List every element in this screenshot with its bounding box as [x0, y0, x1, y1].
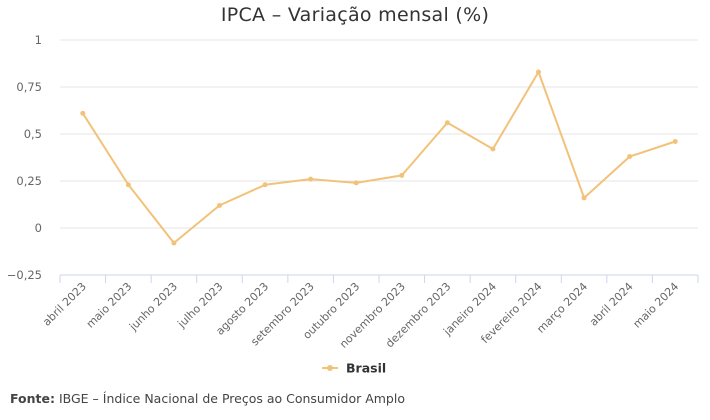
data-point	[308, 176, 314, 182]
series-line-brasil	[81, 71, 677, 244]
x-tick-label: junho 2023	[126, 280, 180, 334]
data-point	[444, 120, 450, 126]
source-text: IBGE – Índice Nacional de Preços ao Cons…	[54, 391, 405, 406]
data-point	[80, 110, 86, 116]
legend-label: Brasil	[346, 361, 386, 376]
x-tick-label: abril 2024	[587, 280, 636, 329]
y-tick-label: 1	[35, 33, 42, 47]
y-tick-label: 0,25	[16, 174, 42, 188]
data-point	[125, 182, 131, 188]
data-point	[262, 182, 268, 188]
y-tick-label: 0	[35, 221, 42, 235]
data-point	[536, 69, 541, 75]
legend-marker	[327, 365, 333, 371]
data-point	[353, 180, 359, 186]
data-point	[171, 240, 177, 246]
source-label: Fonte:	[10, 391, 55, 406]
source-note: Fonte: IBGE – Índice Nacional de Preços …	[10, 391, 405, 406]
x-tick-label: abril 2023	[40, 280, 89, 329]
y-tick-label: 0,75	[16, 80, 42, 94]
y-tick-label: −0,25	[7, 268, 42, 282]
x-tick-label: maio 2024	[631, 280, 682, 331]
data-point	[217, 202, 222, 208]
data-point	[399, 172, 405, 178]
data-point	[627, 154, 633, 160]
data-point	[490, 146, 496, 152]
data-point	[581, 195, 587, 201]
y-tick-label: 0,5	[24, 127, 42, 141]
data-point	[672, 139, 678, 145]
chart-title: IPCA – Variação mensal (%)	[220, 4, 490, 26]
